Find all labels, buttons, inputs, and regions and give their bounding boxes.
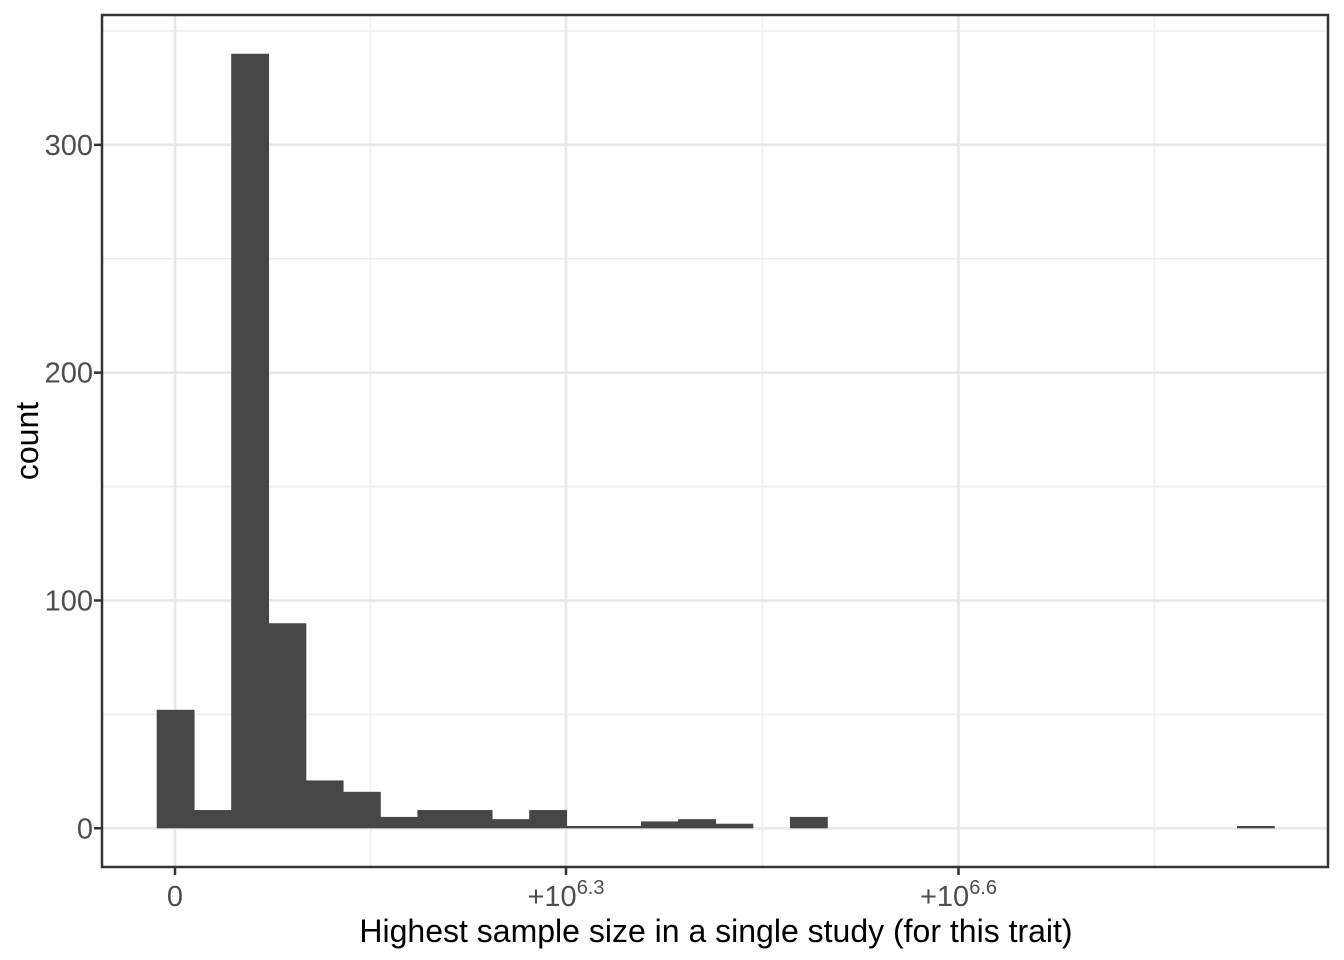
axis-ticks <box>94 143 960 875</box>
y-tick-label: 200 <box>45 358 93 390</box>
y-tick-label: 100 <box>45 585 93 617</box>
x-tick-label: +106.3 <box>527 877 604 913</box>
x-axis-title: Highest sample size in a single study (f… <box>359 913 1072 949</box>
histogram-bar <box>603 825 642 829</box>
histogram-bar <box>566 825 605 829</box>
histogram-bar <box>156 709 195 829</box>
histogram-bar <box>678 819 717 829</box>
histogram-bar <box>491 819 530 829</box>
x-tick-label: +106.6 <box>920 877 997 913</box>
axis-tick-labels: 0 +106.3 +106.6 0 100 200 300 <box>45 130 997 913</box>
histogram-bar <box>231 53 270 829</box>
histogram-bar <box>640 821 679 829</box>
histogram-bar <box>789 816 828 829</box>
histogram-bar <box>417 810 456 829</box>
gridlines-minor <box>102 15 1328 867</box>
y-axis-title: count <box>9 402 45 480</box>
histogram-bar <box>268 623 307 829</box>
histogram-bar <box>342 791 381 829</box>
y-tick-label: 0 <box>77 813 93 845</box>
histogram-bar <box>529 810 568 829</box>
panel-border <box>100 13 1330 869</box>
x-tick-label: 0 <box>167 881 183 913</box>
histogram-bar <box>1236 825 1275 829</box>
histogram-bars <box>156 53 1275 829</box>
y-tick-label: 300 <box>45 130 93 162</box>
histogram-bar <box>305 780 344 829</box>
histogram-bar <box>193 810 232 829</box>
histogram-bar <box>380 816 419 829</box>
histogram-bar <box>454 810 493 829</box>
histogram-bar <box>715 823 754 829</box>
